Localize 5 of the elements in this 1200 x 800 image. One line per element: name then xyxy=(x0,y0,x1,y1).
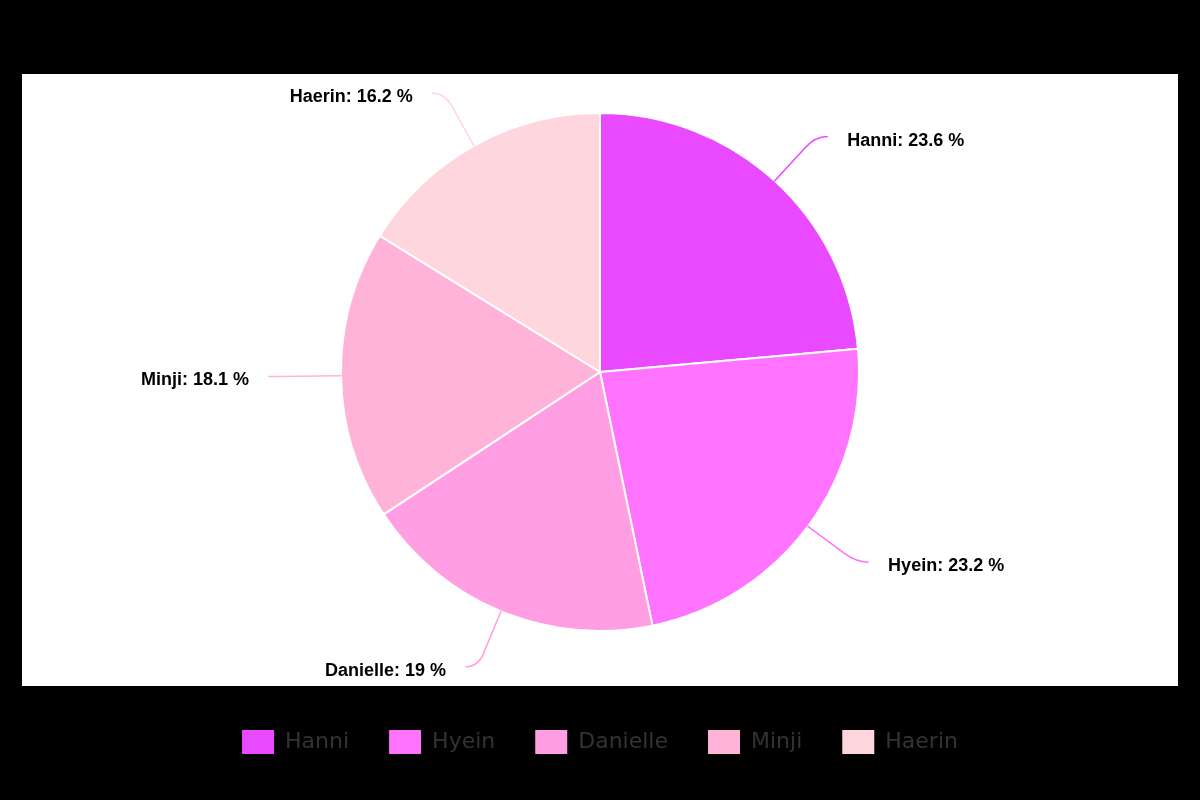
data-label: Hyein: 23.2 % xyxy=(888,555,1005,576)
data-label: Haerin: 16.2 % xyxy=(289,86,413,107)
data-label: Hanni: 23.6 % xyxy=(847,129,965,150)
data-label: Minji: 18.1 % xyxy=(141,369,250,390)
data-label: Danielle: 19 % xyxy=(324,659,447,680)
